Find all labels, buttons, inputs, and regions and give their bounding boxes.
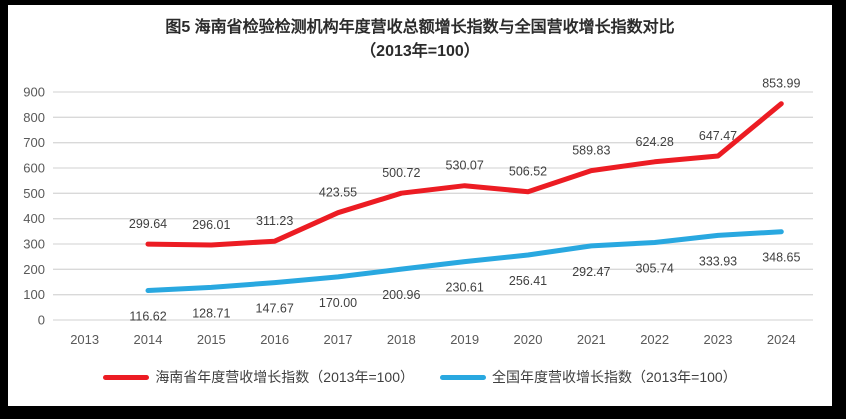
national-legend-label: 全国年度营收增长指数（2013年=100） — [492, 369, 737, 385]
svg-text:2019: 2019 — [450, 332, 479, 347]
svg-text:311.23: 311.23 — [256, 214, 293, 228]
svg-text:2013: 2013 — [70, 332, 99, 347]
svg-text:2024: 2024 — [767, 332, 796, 347]
svg-text:333.93: 333.93 — [699, 254, 737, 268]
svg-text:147.67: 147.67 — [256, 302, 294, 316]
svg-text:292.47: 292.47 — [572, 265, 610, 279]
svg-text:2023: 2023 — [704, 332, 733, 347]
svg-text:2015: 2015 — [197, 332, 226, 347]
svg-text:100: 100 — [23, 287, 45, 302]
svg-text:296.01: 296.01 — [192, 218, 230, 232]
svg-text:305.74: 305.74 — [636, 262, 674, 276]
svg-text:853.99: 853.99 — [762, 77, 800, 91]
legend-item-national: 全国年度营收增长指数（2013年=100） — [440, 367, 737, 387]
svg-text:0: 0 — [38, 313, 45, 328]
svg-text:2014: 2014 — [134, 332, 163, 347]
svg-text:128.71: 128.71 — [192, 306, 230, 320]
svg-text:589.83: 589.83 — [572, 144, 610, 158]
svg-text:299.64: 299.64 — [129, 217, 167, 231]
svg-text:2021: 2021 — [577, 332, 606, 347]
svg-text:200: 200 — [23, 262, 45, 277]
chart-frame: 图5 海南省检验检测机构年度营收总额增长指数与全国营收增长指数对比 （2013年… — [8, 5, 832, 406]
svg-text:624.28: 624.28 — [636, 135, 674, 149]
svg-text:647.47: 647.47 — [699, 129, 737, 143]
chart-title: 图5 海南省检验检测机构年度营收总额增长指数与全国营收增长指数对比 （2013年… — [8, 16, 832, 64]
svg-text:170.00: 170.00 — [319, 296, 357, 310]
svg-text:2020: 2020 — [514, 332, 543, 347]
line-chart-plot: 0 100 200 300 400 500 600 700 800 900 2013 2014 2015… — [23, 77, 813, 347]
svg-text:500.72: 500.72 — [382, 166, 420, 180]
svg-text:2017: 2017 — [324, 332, 353, 347]
svg-text:300: 300 — [23, 237, 45, 252]
svg-text:348.65: 348.65 — [762, 251, 800, 265]
svg-text:700: 700 — [23, 135, 45, 150]
svg-text:2018: 2018 — [387, 332, 416, 347]
svg-text:506.52: 506.52 — [509, 165, 547, 179]
national-line-swatch — [440, 374, 486, 380]
svg-text:900: 900 — [23, 85, 45, 100]
svg-text:2022: 2022 — [640, 332, 669, 347]
svg-text:500: 500 — [23, 186, 45, 201]
svg-text:256.41: 256.41 — [509, 274, 547, 288]
hainan-line-swatch — [103, 374, 150, 380]
chart-title-line2: （2013年=100） — [360, 43, 480, 60]
chart-title-line1: 图5 海南省检验检测机构年度营收总额增长指数与全国营收增长指数对比 — [165, 19, 675, 36]
svg-text:230.61: 230.61 — [446, 281, 484, 295]
svg-text:116.62: 116.62 — [129, 309, 166, 323]
svg-text:200.96: 200.96 — [382, 288, 420, 302]
svg-text:600: 600 — [23, 161, 45, 176]
chart-legend: 海南省年度营收增长指数（2013年=100） 全国年度营收增长指数（2013年=… — [8, 367, 832, 387]
svg-text:423.55: 423.55 — [319, 186, 357, 200]
svg-text:2016: 2016 — [260, 332, 289, 347]
svg-text:400: 400 — [23, 211, 45, 226]
svg-text:530.07: 530.07 — [446, 159, 484, 173]
svg-text:800: 800 — [23, 110, 45, 125]
hainan-legend-label: 海南省年度营收增长指数（2013年=100） — [155, 369, 414, 385]
legend-item-hainan: 海南省年度营收增长指数（2013年=100） — [103, 367, 414, 387]
